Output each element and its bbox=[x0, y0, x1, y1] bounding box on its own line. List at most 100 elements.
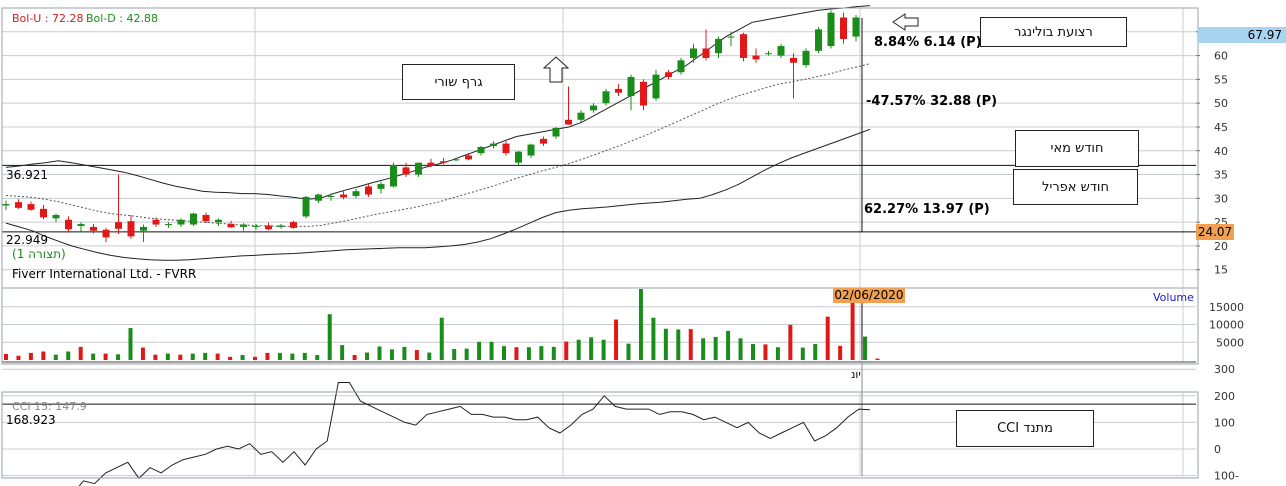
volume-bar bbox=[427, 352, 432, 360]
volume-bar bbox=[638, 289, 643, 360]
volume-bar bbox=[66, 351, 71, 360]
candle-body bbox=[177, 219, 185, 225]
cci-label: CCI 15: 147.9 bbox=[12, 400, 87, 413]
candle-body bbox=[77, 224, 85, 226]
volume-bar bbox=[502, 346, 506, 360]
volume-bar bbox=[738, 338, 743, 360]
volume-bar bbox=[663, 328, 668, 360]
level-high-label: 36.921 bbox=[6, 168, 48, 182]
candle-body bbox=[627, 77, 635, 97]
volume-bar bbox=[763, 344, 768, 360]
candle-body bbox=[52, 215, 60, 219]
volume-bar bbox=[240, 355, 245, 360]
volume-bar bbox=[601, 339, 606, 360]
volume-bar bbox=[340, 345, 345, 360]
y-tick-label: 35 bbox=[1214, 169, 1228, 182]
candle-body bbox=[327, 195, 335, 197]
y-tick-label: 30 bbox=[1214, 192, 1228, 205]
candle-body bbox=[277, 225, 285, 227]
y-tick-label: 100- bbox=[1214, 470, 1239, 483]
candle-body bbox=[2, 204, 10, 206]
pct-label-mid: -47.57% 32.88 (P) bbox=[866, 94, 998, 109]
candle-body bbox=[815, 29, 822, 51]
candle-body bbox=[477, 146, 485, 154]
volume-bar bbox=[701, 338, 706, 360]
candle-body bbox=[602, 91, 610, 104]
volume-bar bbox=[589, 337, 594, 360]
candle-body bbox=[652, 74, 660, 99]
volume-bar bbox=[402, 346, 407, 360]
volume-bar bbox=[626, 343, 631, 360]
volume-bar bbox=[91, 353, 96, 360]
y-tick-label: 15 bbox=[1214, 264, 1228, 277]
volume-bar bbox=[414, 350, 419, 360]
up-arrow-icon bbox=[542, 56, 570, 83]
price-panel: 1520253035404550556065 bbox=[2, 5, 1228, 288]
candle-body bbox=[190, 213, 197, 225]
candle-body bbox=[640, 81, 647, 106]
candle-body bbox=[552, 127, 560, 137]
y-tick-label: 300 bbox=[1214, 363, 1235, 376]
candle-body bbox=[802, 50, 810, 66]
candle-body bbox=[727, 36, 735, 38]
volume-label: Volume bbox=[1153, 291, 1194, 304]
y-tick-label: 45 bbox=[1214, 121, 1228, 134]
volume-bar bbox=[676, 329, 681, 360]
candle-body bbox=[515, 151, 522, 163]
candle-body bbox=[465, 155, 472, 160]
volume-bar bbox=[464, 348, 469, 360]
instrument-title: Fiverr International Ltd. - FVRR bbox=[12, 267, 197, 281]
bollinger-mid-line bbox=[5, 63, 871, 227]
candle-body bbox=[715, 38, 722, 54]
candle-body bbox=[40, 208, 47, 218]
y-tick-label: 55 bbox=[1214, 73, 1228, 86]
candle-body bbox=[252, 225, 260, 227]
volume-bar bbox=[253, 356, 257, 360]
candle-body bbox=[165, 224, 172, 226]
volume-bar bbox=[863, 336, 868, 360]
candle-body bbox=[590, 105, 597, 111]
candle-body bbox=[415, 162, 422, 175]
candle-body bbox=[377, 184, 385, 189]
volume-bar bbox=[389, 349, 394, 360]
volume-bar bbox=[576, 339, 581, 360]
volume-bar bbox=[315, 355, 320, 360]
candle-body bbox=[15, 202, 22, 208]
candle-body bbox=[290, 222, 297, 228]
candle-body bbox=[565, 119, 572, 125]
bollinger-lower-readout: Bol-D : 42.88 bbox=[86, 12, 158, 25]
volume-bar bbox=[875, 358, 880, 360]
candle-body bbox=[740, 34, 747, 58]
y-tick-label: 0 bbox=[1214, 443, 1221, 456]
pct-label-low: 62.27% 13.97 (P) bbox=[864, 202, 990, 217]
volume-bar bbox=[850, 300, 855, 360]
volume-bar bbox=[477, 341, 482, 360]
candle-body bbox=[390, 165, 397, 187]
panel-frame bbox=[1, 391, 1199, 479]
candle-body bbox=[490, 143, 497, 146]
bollinger-lower-line bbox=[5, 128, 871, 261]
volume-bar bbox=[4, 353, 8, 360]
bollinger-upper-readout: Bol-U : 72.28 bbox=[12, 12, 84, 25]
candle-body bbox=[140, 226, 147, 231]
panel-frame bbox=[1, 287, 1199, 365]
candle-body bbox=[152, 219, 160, 225]
volume-bar bbox=[452, 348, 457, 360]
y-tick-label: 10000 bbox=[1209, 319, 1244, 332]
candle-body bbox=[540, 138, 547, 144]
y-tick-label: 5000 bbox=[1216, 336, 1244, 349]
volume-bar bbox=[53, 354, 58, 360]
annotation-bollinger-width: רצועת בולינגר bbox=[980, 17, 1127, 47]
candle-body bbox=[227, 224, 235, 228]
volume-bar bbox=[352, 355, 357, 360]
candle-body bbox=[452, 159, 460, 161]
volume-bar bbox=[16, 355, 21, 360]
candle-body bbox=[840, 17, 847, 39]
annotation-may-month: חודש מאי bbox=[1015, 130, 1139, 167]
volume-bar bbox=[203, 352, 208, 360]
y-tick-label: 20 bbox=[1214, 240, 1228, 253]
volume-bar bbox=[78, 346, 83, 360]
last-price-tag: 67.97 bbox=[1198, 27, 1286, 43]
volume-bar bbox=[751, 344, 755, 360]
